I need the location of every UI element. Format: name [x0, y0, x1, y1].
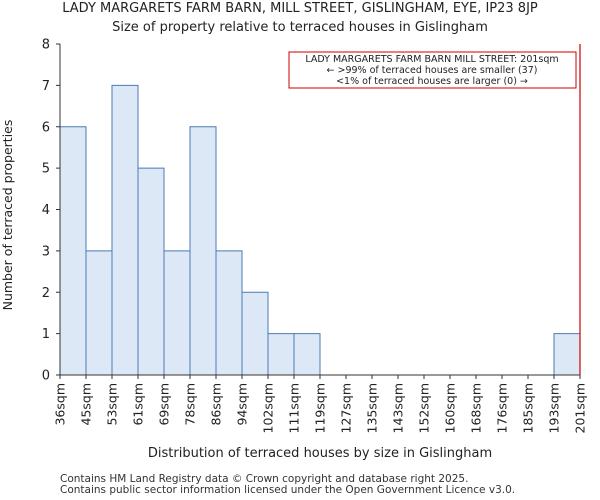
x-tick-label: 53sqm [105, 383, 120, 426]
annotation-border [288, 51, 577, 89]
x-tick-label: 193sqm [547, 383, 562, 433]
y-tick-labels: 0 1 2 3 4 5 6 7 8 [42, 38, 60, 384]
x-tick-label: 69sqm [157, 383, 172, 426]
x-tick-label: 119sqm [313, 383, 328, 433]
y-tick-label: 8 [42, 38, 50, 53]
x-tick-label: 111sqm [287, 383, 302, 433]
x-tick-label: 94sqm [235, 383, 250, 426]
x-tick-label: 143sqm [391, 383, 406, 433]
bar-193sqm [553, 333, 581, 376]
bar-36sqm [59, 126, 87, 376]
annotation-line-2: ← >99% of terraced houses are smaller (3… [327, 65, 538, 76]
x-tick-labels: 36sqm 45sqm 53sqm 61sqm 69sqm 78sqm 86sqm 94sqm… [53, 375, 588, 433]
x-tick-label: 168sqm [469, 383, 484, 433]
x-tick-label: 135sqm [365, 383, 380, 433]
bar-111sqm [293, 333, 321, 376]
footer-line-1: Contains HM Land Registry data © Crown c… [60, 473, 469, 485]
bar-94sqm [241, 291, 269, 376]
x-axis-label: Distribution of terraced houses by size … [148, 446, 492, 461]
y-tick-label: 4 [42, 203, 50, 218]
bar-78sqm [189, 126, 217, 376]
x-tick-label: 185sqm [521, 383, 536, 433]
annotation-line-3: <1% of terraced houses are larger (0) → [336, 76, 528, 87]
annotation-box: LADY MARGARETS FARM BARN MILL STREET: 20… [288, 51, 577, 89]
x-tick-label: 160sqm [443, 383, 458, 433]
bar-102sqm [267, 333, 295, 376]
bar-86sqm [215, 250, 243, 376]
y-tick-label: 0 [42, 369, 50, 384]
x-tick-label: 45sqm [79, 383, 94, 426]
y-tick-label: 6 [42, 120, 50, 135]
bar-53sqm [111, 84, 139, 376]
x-tick-label: 78sqm [183, 383, 198, 426]
x-tick-label: 102sqm [261, 383, 276, 433]
x-tick-label: 152sqm [417, 383, 432, 433]
y-tick-label: 3 [42, 244, 50, 259]
y-axis-label: Number of terraced properties [0, 120, 15, 311]
x-tick-label: 127sqm [339, 383, 354, 433]
footer-line-2: Contains public sector information licen… [60, 484, 516, 496]
annotation-line-1: LADY MARGARETS FARM BARN MILL STREET: 20… [305, 54, 558, 65]
x-tick-label: 36sqm [53, 383, 68, 426]
x-tick-label: 201sqm [573, 383, 588, 433]
bars [59, 84, 581, 376]
y-tick-label: 5 [42, 162, 50, 177]
y-tick-label: 1 [42, 327, 50, 342]
x-tick-label: 86sqm [209, 383, 224, 426]
chart-title: LADY MARGARETS FARM BARN, MILL STREET, G… [62, 1, 538, 16]
bar-69sqm [163, 250, 191, 376]
y-tick-label: 7 [42, 79, 50, 94]
x-tick-label: 61sqm [131, 383, 146, 426]
chart-subtitle: Size of property relative to terraced ho… [112, 20, 488, 35]
bar-45sqm [85, 250, 113, 376]
y-tick-label: 2 [42, 286, 50, 301]
x-tick-label: 176sqm [495, 383, 510, 433]
bar-61sqm [137, 167, 165, 376]
